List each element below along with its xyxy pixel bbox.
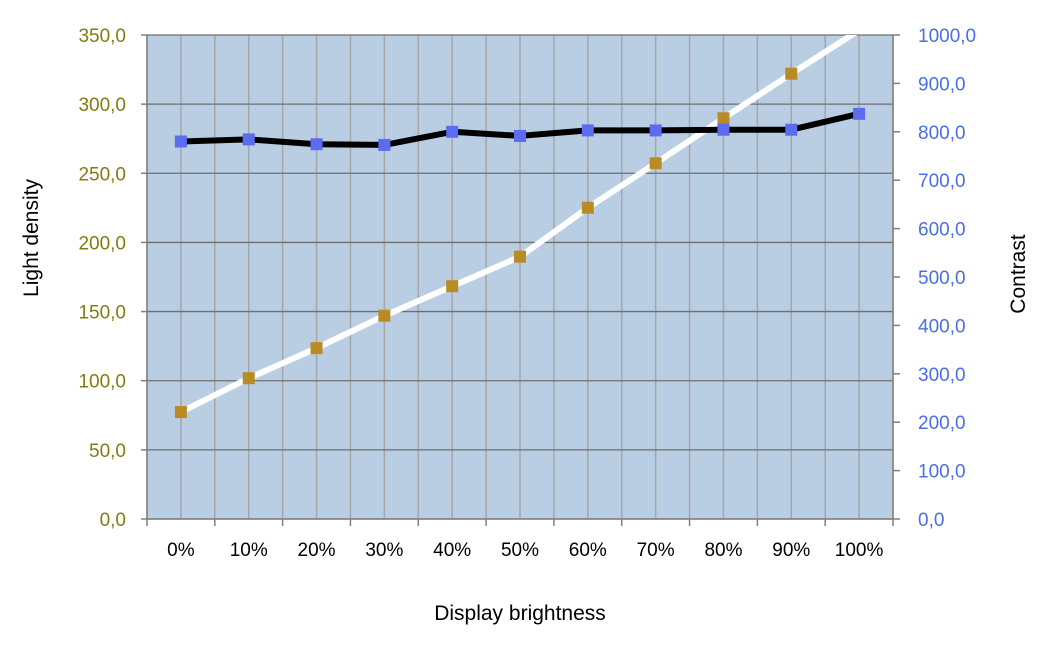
y2-tick-label: 900,0 — [918, 74, 966, 95]
x-tick-label: 20% — [298, 540, 336, 561]
x-tick-label: 60% — [569, 540, 607, 561]
y-tick-label: 300,0 — [78, 95, 126, 116]
y2-tick-label: 300,0 — [918, 365, 966, 386]
y-tick-label: 350,0 — [78, 26, 126, 47]
contrast-point — [446, 280, 459, 293]
light-density-point — [649, 124, 662, 137]
y2-axis-title: Contrast — [1007, 234, 1030, 314]
x-tick-label: 50% — [501, 540, 539, 561]
grid-layer — [146, 34, 894, 520]
y-tick-label: 150,0 — [78, 303, 126, 324]
light-density-point — [446, 125, 459, 138]
light-density-point — [853, 107, 866, 120]
y-tick-label: 250,0 — [78, 164, 126, 185]
x-tick-label: 90% — [772, 540, 810, 561]
contrast-point — [310, 342, 323, 355]
y-tick-label: 100,0 — [78, 372, 126, 393]
x-axis-title: Display brightness — [434, 602, 606, 625]
light-density-point — [378, 138, 391, 151]
contrast-point — [174, 406, 187, 419]
contrast-point — [242, 372, 255, 385]
x-tick-label: 100% — [835, 540, 884, 561]
light-density-point — [174, 135, 187, 148]
series-layer — [174, 35, 866, 419]
light-density-point — [514, 129, 526, 142]
y-axis-title: Light density — [20, 179, 43, 297]
y2-tick-label: 200,0 — [918, 413, 966, 434]
y2-tick-label: 800,0 — [918, 123, 966, 144]
y2-tick-label: 600,0 — [918, 220, 966, 241]
axis-layer — [141, 34, 900, 526]
y-tick-label: 0,0 — [100, 510, 126, 531]
contrast-point — [378, 309, 391, 322]
contrast-point — [649, 157, 662, 170]
x-tick-label: 0% — [167, 540, 195, 561]
y-tick-label: 50,0 — [89, 441, 126, 462]
y2-tick-label: 100,0 — [918, 462, 966, 483]
y2-tick-label: 700,0 — [918, 171, 966, 192]
contrast-point — [785, 67, 798, 80]
y-tick-label: 200,0 — [78, 233, 126, 254]
x-tick-label: 30% — [365, 540, 403, 561]
contrast-point — [581, 201, 594, 214]
y2-tick-label: 500,0 — [918, 268, 966, 289]
tick-layer: 0,0 50,0 100,0 150,0 200,0 250,0 300,0 350,0 0,0… — [78, 26, 976, 561]
y2-tick-label: 0,0 — [918, 510, 944, 531]
x-tick-label: 70% — [637, 540, 675, 561]
y2-tick-label: 400,0 — [918, 316, 966, 337]
y2-tick-label: 1000,0 — [918, 26, 976, 47]
x-tick-label: 80% — [704, 540, 742, 561]
light-density-point — [310, 138, 323, 151]
light-density-point — [785, 123, 798, 136]
x-tick-label: 10% — [230, 540, 268, 561]
light-density-point — [242, 133, 255, 146]
contrast-point — [717, 112, 730, 125]
light-density-point — [581, 124, 594, 137]
light-density-point — [717, 123, 730, 136]
contrast-point — [514, 250, 526, 263]
x-tick-label: 40% — [433, 540, 471, 561]
